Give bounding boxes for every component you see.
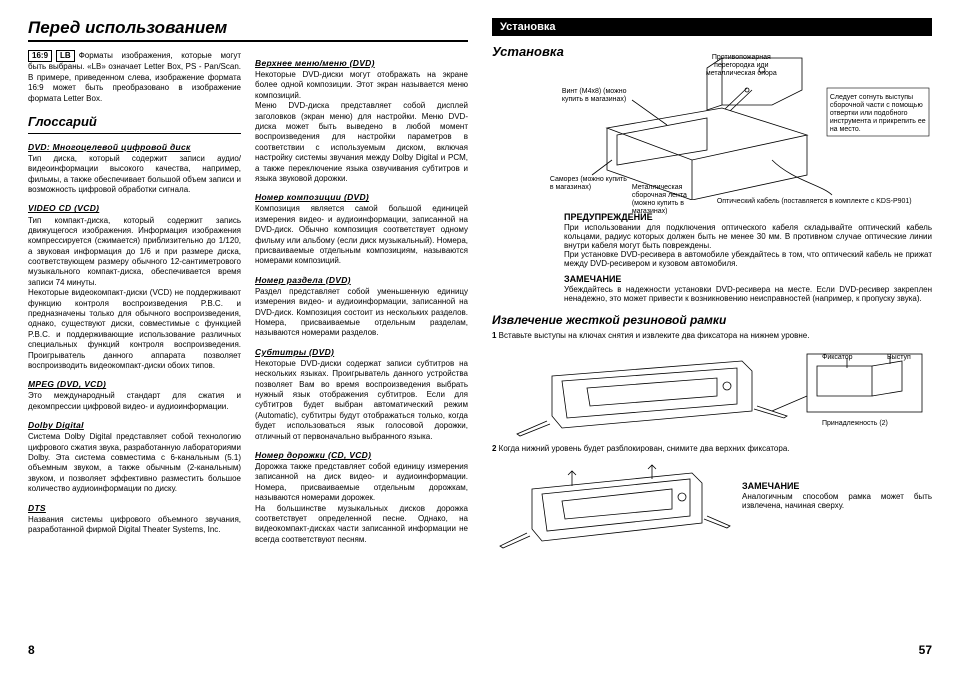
intro-block: 16:9LBФорматы изображения, которые могут… [28,50,241,104]
step-2: 2 Когда нижний уровень будет разблокиров… [492,444,932,453]
term-body: Это международный стандарт для сжатия и … [28,391,241,412]
left-col-1: 16:9LBФорматы изображения, которые могут… [28,50,241,637]
term-title: Верхнее меню/меню (DVD) [255,58,468,69]
header-title-left: Перед использованием [28,18,227,38]
extract-diagram-2 [492,461,732,551]
left-col-2: Верхнее меню/меню (DVD)Некоторые DVD-дис… [255,50,468,637]
callout-note-box: Следует согнуть выступы сборочной части … [830,94,928,134]
term-body: Тип диска, который содержит записи аудио… [28,154,241,196]
callout-optic: Оптический кабель (поставляется в компле… [717,198,932,206]
term-body: Некоторые DVD-диски содержат записи субт… [255,359,468,442]
step-1: 1 Вставьте выступы на ключах снятия и из… [492,331,932,340]
header-left: Перед использованием [28,18,468,42]
term-title: Dolby Digital [28,420,241,431]
term-body: Раздел представляет собой уменьшенную ед… [255,287,468,339]
term-title: Номер раздела (DVD) [255,275,468,286]
install-heading: Установка [492,44,564,59]
term-body: Некоторые DVD-диски могут отображать на … [255,70,468,184]
callout-screw: Винт (M4x8) (можно купить в магазинах) [562,88,647,104]
term-title: VIDEO CD (VCD) [28,203,241,214]
header-right-bar: Установка [492,18,932,36]
term-title: Номер дорожки (CD, VCD) [255,450,468,461]
step1-text: Вставьте выступы на ключах снятия и извл… [499,331,810,340]
glossary-heading: Глоссарий [28,114,241,134]
term-body: Названия системы цифрового объемного зву… [28,515,241,536]
badge-169: 16:9 [28,50,52,62]
page-left: Перед использованием 16:9LBФорматы изобр… [28,18,468,657]
callout-tape: Металлическая сборочная лента (можно куп… [632,184,702,216]
note-heading: ЗАМЕЧАНИЕ [564,274,932,284]
note-body: Убеждайтесь в надежности установки DVD-р… [564,285,932,303]
left-columns: 16:9LBФорматы изображения, которые могут… [28,50,468,637]
callout-firewall: Противопожарная перегородка или металлич… [694,54,789,78]
term-title: DVD: Многоцелевой цифровой диск [28,142,241,153]
badge-lb: LB [56,50,75,62]
term-title: Субтитры (DVD) [255,347,468,358]
note2-heading: ЗАМЕЧАНИЕ [742,481,932,491]
callout-protrusion: Выступ [887,354,911,362]
callout-accessory: Принадлежность (2) [822,420,888,428]
term-body: Дорожка также представляет собой единицу… [255,462,468,545]
term-body: Система Dolby Digital представляет собой… [28,432,241,494]
callout-selftap: Саморез (можно купить в магазинах) [550,176,630,192]
term-body: Композиция является самой большой единиц… [255,204,468,266]
terms-col1: DVD: Многоцелевой цифровой дискТип диска… [28,142,241,536]
warning-heading: ПРЕДУПРЕЖДЕНИЕ [564,212,932,222]
step2-text: Когда нижний уровень будет разблокирован… [499,444,790,453]
term-body: Тип компакт-диска, который содержит запи… [28,216,241,372]
callout-fixator: Фиксатор [822,354,853,362]
note2-body: Аналогичным способом рамка может быть из… [742,492,932,510]
extract-heading: Извлечение жесткой резиновой рамки [492,313,932,327]
right-body: Установка [492,44,932,557]
terms-col2: Верхнее меню/меню (DVD)Некоторые DVD-дис… [255,58,468,545]
term-title: Номер композиции (DVD) [255,192,468,203]
warning-body: При использовании для подключения оптиче… [564,223,932,268]
page-number-left: 8 [28,637,468,657]
term-title: DTS [28,503,241,514]
page-number-right: 57 [492,637,932,657]
page-right: Установка Установка [492,18,932,657]
term-title: MPEG (DVD, VCD) [28,379,241,390]
